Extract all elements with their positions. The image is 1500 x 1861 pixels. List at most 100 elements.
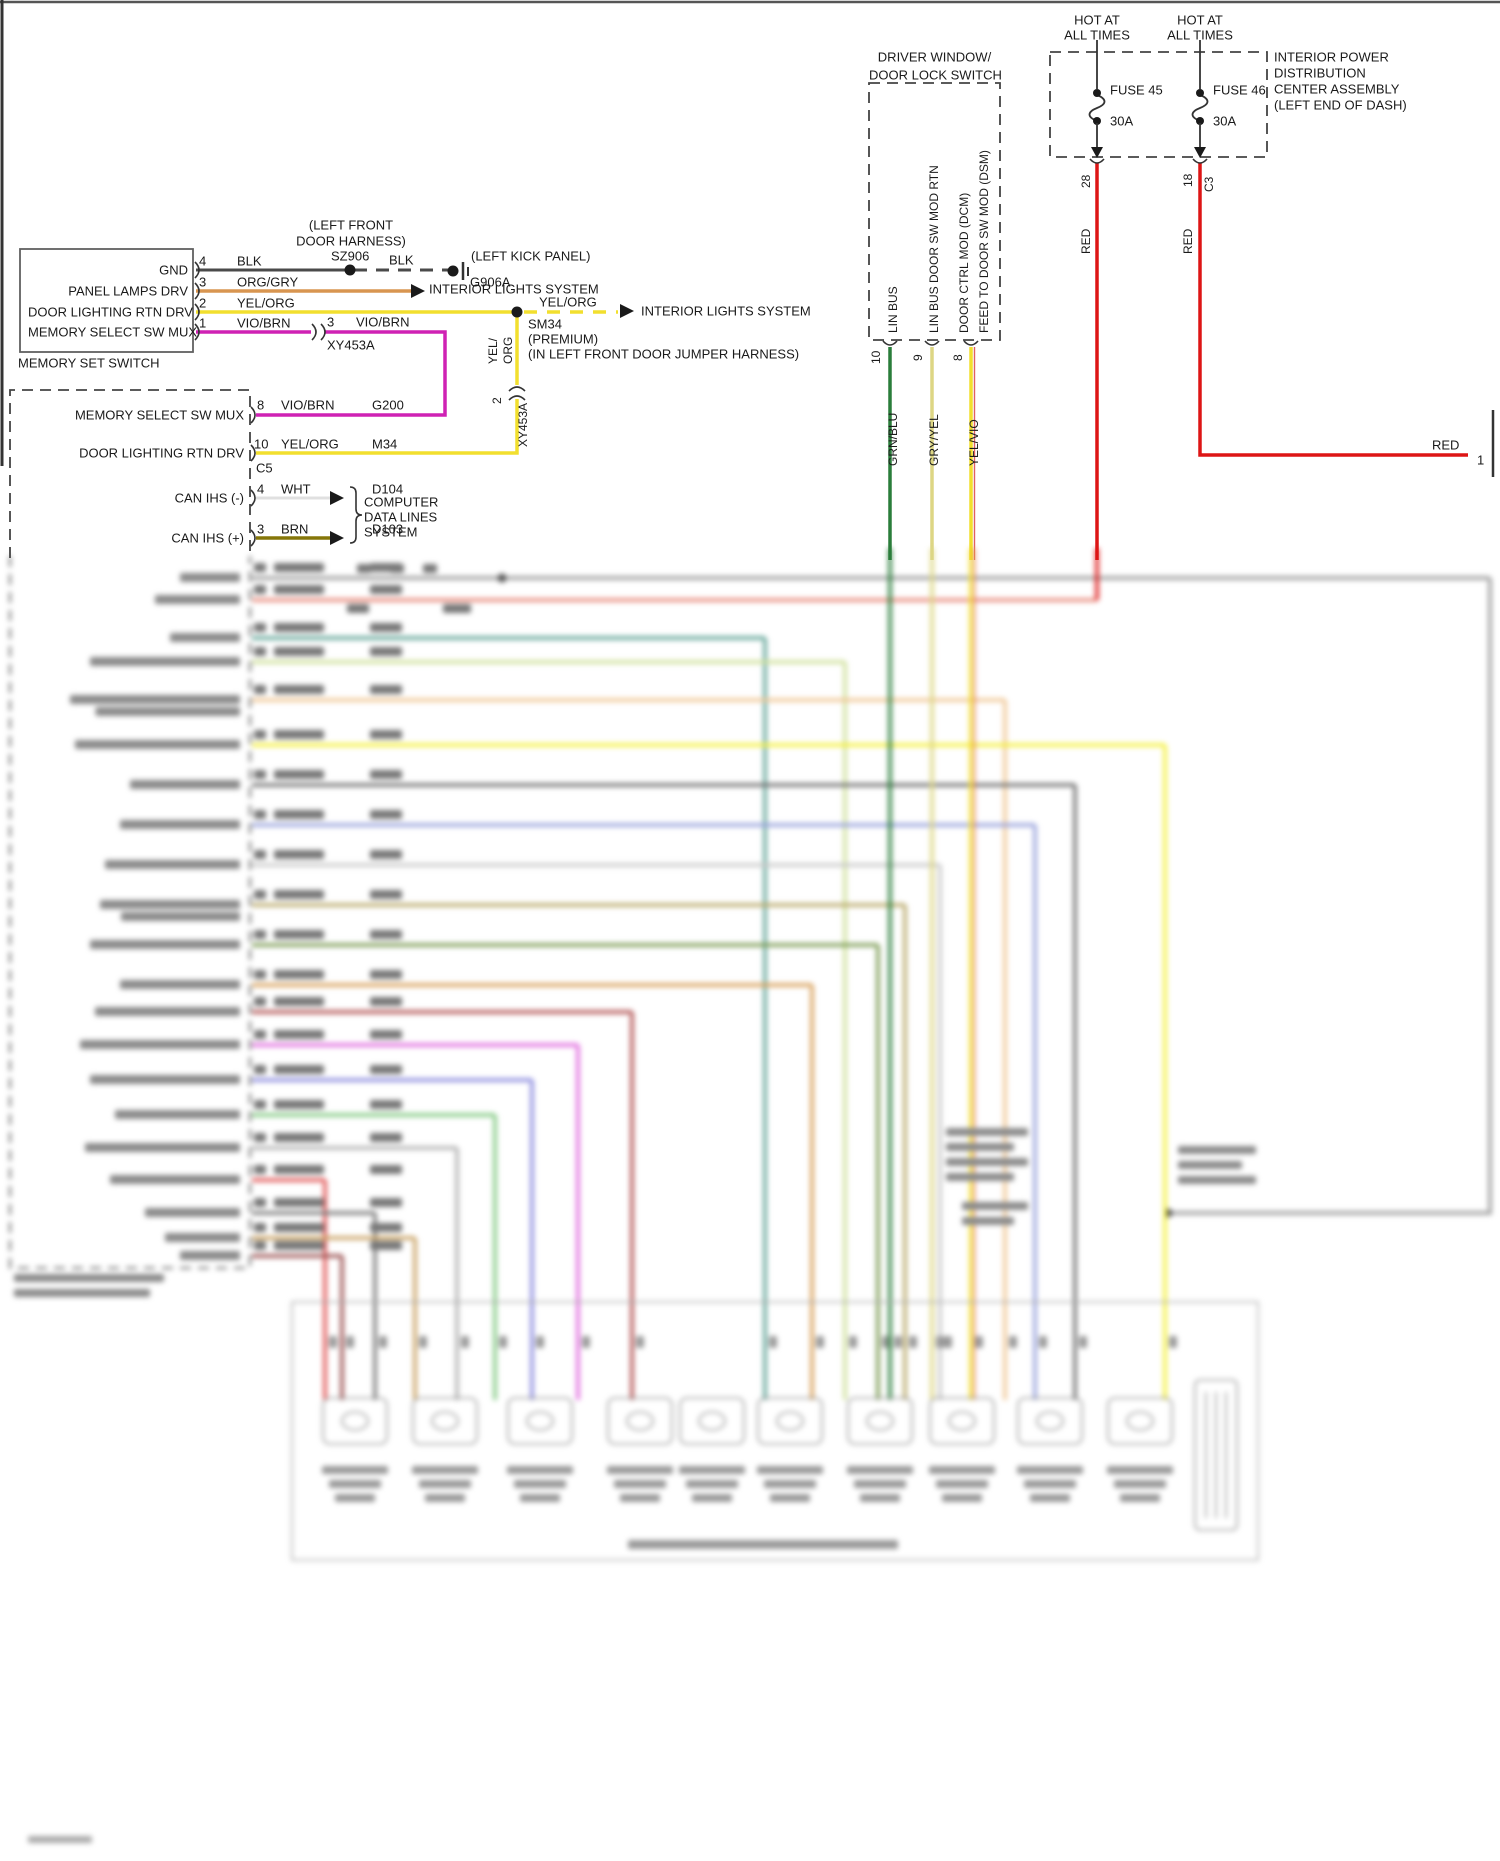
blurred-note-blob (357, 564, 371, 573)
blurred-row-label-blob (110, 1175, 240, 1184)
lf-harness-note-2: DOOR HARNESS) (296, 233, 406, 249)
row-label-gnd: GND (159, 262, 188, 278)
blurred-note-blob (443, 604, 471, 613)
pin-4: 4 (199, 253, 207, 269)
blurred-wire-code-blob (274, 1065, 324, 1074)
blurred-wire-code-blob (274, 890, 324, 899)
blurred-wire-code-blob (274, 997, 324, 1006)
blurred-row-label-blob (95, 1007, 240, 1016)
vio-brn-wire-2 (256, 330, 447, 417)
blurred-component-glyph (948, 1411, 976, 1431)
blurred-wire-code-blob (274, 563, 324, 572)
blurred-component-glyph (431, 1411, 459, 1431)
module-wire-brn: BRN (281, 521, 309, 537)
hot-at-label-2b: ALL TIMES (1167, 27, 1233, 43)
blurred-cluster-blob (946, 1173, 1014, 1181)
blurred-entry-pin-blob (329, 1336, 337, 1348)
blurred-footer-blob (28, 1836, 92, 1843)
blurred-component-label (936, 1480, 988, 1488)
sz906-splice-dot (344, 264, 356, 276)
lin-bus-label: LIN BUS (886, 286, 900, 333)
hot-at-label-2a: HOT AT (1177, 12, 1223, 28)
module-id-g200: G200 (372, 397, 404, 413)
fuse45-element-icon (1088, 94, 1106, 122)
pdc-pin-18: 18 (1181, 173, 1195, 187)
module-pin-8: 8 (257, 397, 265, 413)
blurred-wire-code-blob (274, 685, 324, 694)
blurred-pin-blob (254, 1198, 266, 1207)
fuse45-arrow-icon (1091, 147, 1103, 158)
computer-data-lines-brace (349, 486, 363, 544)
fuse46-label: FUSE 46 (1213, 82, 1266, 98)
module-id-m34: M34 (372, 436, 398, 452)
blurred-pin-blob (254, 970, 266, 979)
xy453a-vertical-label: XY453A (516, 403, 530, 447)
switch-pin-connector-icons (194, 261, 200, 341)
hot-at-label-1b: ALL TIMES (1064, 27, 1130, 43)
pin-3: 3 (199, 274, 207, 290)
blurred-component-label (507, 1466, 573, 1474)
wire-code-org-gry: ORG/GRY (237, 274, 299, 290)
pdc-connector-icons (1089, 158, 1208, 164)
blurred-component-label (860, 1494, 900, 1502)
dcm-label: DOOR CTRL MOD (DCM) (957, 193, 971, 333)
blurred-component-label (854, 1480, 906, 1488)
memory-set-switch-box (19, 248, 194, 353)
blurred-pin-blob (254, 810, 266, 819)
blurred-component-glyph (526, 1411, 554, 1431)
fuse46-top-dot (1196, 89, 1204, 97)
blurred-entry-pin-blob (636, 1336, 644, 1348)
blurred-caption-blob (628, 1540, 898, 1549)
row-label-panel-lamps: PANEL LAMPS DRV (68, 283, 188, 299)
blurred-pin-blob (254, 850, 266, 859)
blurred-row-label-blob (120, 820, 240, 829)
blurred-component-label (1030, 1494, 1070, 1502)
blurred-wire-code-blob (274, 1241, 324, 1250)
grn-blu-label: GRN/BLU (886, 413, 900, 466)
fuse45-rating: 30A (1110, 113, 1134, 129)
blurred-entry-pin-blob (419, 1336, 427, 1348)
blurred-cluster-blob (962, 1217, 1014, 1225)
blurred-id-blob (370, 1223, 402, 1232)
blurred-wire-code-blob (274, 1030, 324, 1039)
blurred-pin-blob (254, 770, 266, 779)
module-row-memory-select: MEMORY SELECT SW MUX (74, 407, 244, 423)
blurred-note-blob (347, 604, 369, 613)
switch-box-connector-icons (882, 340, 979, 346)
pdc-assembly-label-3: CENTER ASSEMBLY (1274, 81, 1400, 97)
blurred-id-blob (370, 1241, 402, 1250)
driver-window-switch-box (868, 82, 1001, 341)
blurred-id-blob (370, 930, 402, 939)
blurred-component-label (847, 1466, 913, 1474)
blurred-pin-blob (254, 1223, 266, 1232)
blurred-row-label-blob (90, 1075, 240, 1084)
switch-pin-9: 9 (911, 354, 925, 361)
blurred-row-label-blob (165, 1233, 240, 1242)
sm34-premium-label: (PREMIUM) (528, 331, 599, 347)
blurred-entry-pin-blob (909, 1336, 917, 1348)
blurred-entry-pin-blob (882, 1336, 890, 1348)
red-vertical-label-2: RED (1181, 228, 1195, 254)
blurred-note-blob (423, 564, 437, 573)
blurred-pin-blob (254, 1065, 266, 1074)
blurred-component-label (1017, 1466, 1083, 1474)
blurred-row-label-blob (105, 860, 240, 869)
blurred-component-label (329, 1480, 381, 1488)
memory-set-switch-title: MEMORY SET SWITCH (18, 355, 160, 371)
blurred-pin-blob (254, 585, 266, 594)
blurred-component-glyph (1036, 1411, 1064, 1431)
blurred-component-label (942, 1494, 982, 1502)
interior-lights-arrow-icon-1 (411, 284, 425, 298)
fuse46-rating: 30A (1213, 113, 1237, 129)
blurred-id-blob (370, 890, 402, 899)
blurred-wire-code-blob (274, 1100, 324, 1109)
blurred-component-glyph (698, 1411, 726, 1431)
blurred-id-blob (370, 585, 402, 594)
blurred-pin-blob (254, 1165, 266, 1174)
memory-module-box-top (9, 389, 251, 558)
blurred-id-blob (370, 1030, 402, 1039)
pdc-assembly-label-4: (LEFT END OF DASH) (1274, 97, 1407, 113)
blurred-component-label (770, 1494, 810, 1502)
blurred-component-glyph (341, 1411, 369, 1431)
